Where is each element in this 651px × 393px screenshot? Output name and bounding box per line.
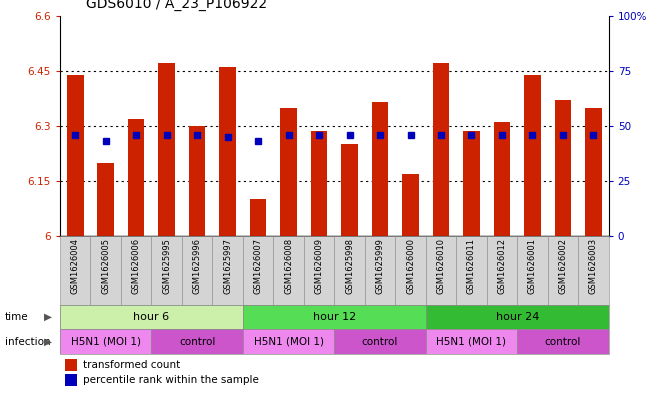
Bar <box>243 305 426 329</box>
Bar <box>60 236 90 305</box>
Text: GSM1625995: GSM1625995 <box>162 238 171 294</box>
Bar <box>372 102 389 236</box>
Bar <box>335 329 426 354</box>
Bar <box>402 174 419 236</box>
Text: control: control <box>179 336 215 347</box>
Text: GSM1625997: GSM1625997 <box>223 238 232 294</box>
Text: GSM1626003: GSM1626003 <box>589 238 598 294</box>
Text: H5N1 (MOI 1): H5N1 (MOI 1) <box>253 336 324 347</box>
Bar <box>395 236 426 305</box>
Bar <box>151 329 243 354</box>
Text: GSM1626009: GSM1626009 <box>314 238 324 294</box>
Text: GSM1625998: GSM1625998 <box>345 238 354 294</box>
Text: GSM1626004: GSM1626004 <box>71 238 79 294</box>
Text: GSM1625996: GSM1625996 <box>193 238 202 294</box>
Bar <box>426 236 456 305</box>
Bar <box>250 200 266 236</box>
Text: GDS6010 / A_23_P106922: GDS6010 / A_23_P106922 <box>86 0 267 11</box>
Text: hour 6: hour 6 <box>133 312 169 322</box>
Bar <box>151 236 182 305</box>
Text: GSM1626008: GSM1626008 <box>284 238 293 294</box>
Bar <box>341 144 358 236</box>
Bar <box>311 132 327 236</box>
Text: control: control <box>362 336 398 347</box>
Text: control: control <box>545 336 581 347</box>
Bar <box>493 122 510 236</box>
Text: GSM1626000: GSM1626000 <box>406 238 415 294</box>
Bar <box>60 305 243 329</box>
Bar <box>578 236 609 305</box>
Text: ▶: ▶ <box>44 336 51 347</box>
Bar <box>304 236 335 305</box>
Text: hour 12: hour 12 <box>312 312 356 322</box>
Bar <box>121 236 151 305</box>
Text: percentile rank within the sample: percentile rank within the sample <box>83 375 259 385</box>
Text: GSM1625999: GSM1625999 <box>376 238 385 294</box>
Text: H5N1 (MOI 1): H5N1 (MOI 1) <box>70 336 141 347</box>
Bar <box>97 163 114 236</box>
Text: GSM1626010: GSM1626010 <box>437 238 445 294</box>
Bar <box>219 67 236 236</box>
Bar <box>182 236 212 305</box>
Bar <box>426 305 609 329</box>
Text: GSM1626002: GSM1626002 <box>559 238 568 294</box>
Bar <box>67 75 83 236</box>
Text: GSM1626011: GSM1626011 <box>467 238 476 294</box>
Text: GSM1626007: GSM1626007 <box>254 238 262 294</box>
Bar <box>212 236 243 305</box>
Bar <box>365 236 395 305</box>
Bar <box>517 329 609 354</box>
Bar <box>334 236 365 305</box>
Text: H5N1 (MOI 1): H5N1 (MOI 1) <box>436 336 506 347</box>
Bar <box>90 236 121 305</box>
Bar <box>456 236 487 305</box>
Bar <box>426 329 517 354</box>
Bar <box>487 236 517 305</box>
Bar <box>158 64 175 236</box>
Bar <box>189 126 206 236</box>
Text: infection: infection <box>5 336 50 347</box>
Bar <box>60 329 151 354</box>
Bar <box>463 132 480 236</box>
Text: GSM1626012: GSM1626012 <box>497 238 506 294</box>
Text: ▶: ▶ <box>44 312 51 322</box>
Bar <box>65 374 77 386</box>
Text: time: time <box>5 312 28 322</box>
Bar <box>555 100 572 236</box>
Text: transformed count: transformed count <box>83 360 180 370</box>
Bar <box>585 108 602 236</box>
Bar <box>243 329 335 354</box>
Bar <box>243 236 273 305</box>
Bar <box>65 359 77 371</box>
Text: hour 24: hour 24 <box>495 312 539 322</box>
Text: GSM1626005: GSM1626005 <box>101 238 110 294</box>
Bar <box>128 119 145 236</box>
Bar <box>517 236 547 305</box>
Bar <box>524 75 541 236</box>
Bar <box>280 108 297 236</box>
Bar <box>433 64 449 236</box>
Bar <box>547 236 578 305</box>
Text: GSM1626001: GSM1626001 <box>528 238 537 294</box>
Text: GSM1626006: GSM1626006 <box>132 238 141 294</box>
Bar <box>273 236 304 305</box>
